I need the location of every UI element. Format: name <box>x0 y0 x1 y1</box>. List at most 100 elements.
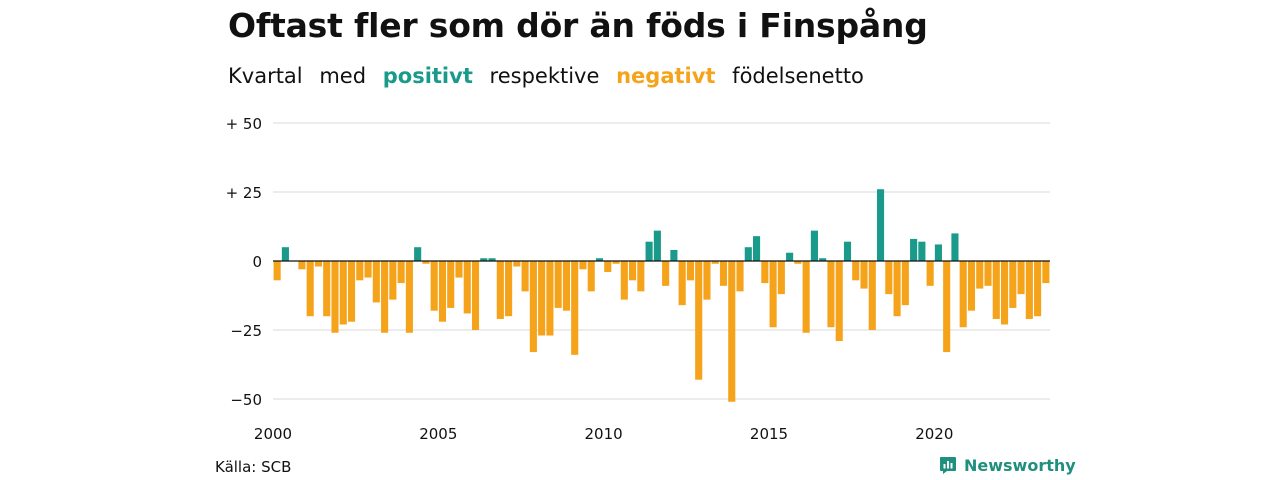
bar-2019Q4 <box>926 261 934 286</box>
bar-2001Q1 <box>306 261 314 317</box>
bar-2007Q3 <box>521 261 529 292</box>
bar-2005Q2 <box>447 261 455 308</box>
y-tick-label: −25 <box>230 322 262 340</box>
bar-2009Q1 <box>571 261 579 355</box>
bar-2008Q2 <box>546 261 554 336</box>
bar-2015Q3 <box>786 252 794 261</box>
bar-2008Q1 <box>538 261 546 336</box>
bar-2013Q1 <box>703 261 711 300</box>
bar-2022Q1 <box>1000 261 1009 325</box>
bar-2006Q2 <box>480 258 488 261</box>
y-tick-label: + 25 <box>226 184 262 202</box>
bar-2000Q4 <box>298 261 306 270</box>
bars <box>273 189 1050 402</box>
bar-2022Q2 <box>1009 261 1017 308</box>
bar-2010Q2 <box>612 261 620 264</box>
bar-2021Q4 <box>992 261 1000 319</box>
bar-2004Q4 <box>430 261 438 311</box>
subtitle-word: födelsenetto <box>732 64 864 88</box>
bar-2009Q2 <box>579 261 587 270</box>
gridlines <box>273 122 1050 400</box>
y-axis-labels: + 50 + 25 0 −25 −50 <box>226 115 262 409</box>
bar-2000Q2 <box>281 247 289 261</box>
bar-2007Q4 <box>529 261 537 353</box>
x-axis-labels: 2000 2005 2010 2015 2020 <box>254 425 953 443</box>
newsworthy-icon <box>940 457 956 474</box>
bar-2014Q2 <box>744 247 752 261</box>
bar-2004Q3 <box>422 261 430 264</box>
brand-logo: Newsworthy <box>938 455 1076 475</box>
bar-2003Q3 <box>389 261 397 300</box>
bar-2015Q2 <box>777 261 785 295</box>
y-tick-label: −50 <box>230 391 262 409</box>
bar-2002Q3 <box>356 261 364 281</box>
bar-2005Q3 <box>455 261 463 278</box>
bar-2014Q1 <box>736 261 744 292</box>
bar-2020Q4 <box>959 261 967 328</box>
bar-2008Q4 <box>562 261 570 311</box>
bar-2018Q1 <box>868 261 876 330</box>
bar-2017Q4 <box>860 261 868 289</box>
bar-2011Q2 <box>645 241 653 261</box>
bar-2016Q1 <box>802 261 810 333</box>
bar-2010Q4 <box>629 261 637 281</box>
x-tick-label: 2020 <box>915 425 953 443</box>
bar-2023Q2 <box>1042 261 1050 284</box>
bar-2012Q3 <box>686 261 694 281</box>
bar-2001Q3 <box>323 261 331 317</box>
y-tick-label: + 50 <box>226 115 262 133</box>
subtitle-negative: negativt <box>616 64 716 88</box>
bar-2017Q3 <box>852 261 860 281</box>
bar-2020Q2 <box>943 261 951 353</box>
bar-2005Q4 <box>463 261 471 314</box>
bar-2012Q2 <box>678 261 686 306</box>
subtitle-word: Kvartal <box>228 64 303 88</box>
bar-2019Q2 <box>910 238 918 261</box>
bar-2003Q1 <box>372 261 380 303</box>
bar-2011Q3 <box>653 230 661 261</box>
bar-2013Q2 <box>711 261 719 264</box>
bar-2017Q2 <box>843 241 852 261</box>
bar-2007Q1 <box>505 261 513 317</box>
bar-2006Q4 <box>496 261 504 319</box>
bar-2003Q4 <box>397 261 405 284</box>
chart-title: Oftast fler som dör än föds i Finspång <box>228 6 928 45</box>
subtitle-word: med <box>319 64 367 88</box>
bar-2002Q2 <box>347 261 356 322</box>
bar-2014Q4 <box>761 261 769 284</box>
bar-2011Q1 <box>637 261 645 292</box>
bar-2016Q4 <box>827 261 835 328</box>
bar-2004Q2 <box>414 247 422 261</box>
bar-2013Q3 <box>719 261 728 286</box>
bar-2009Q3 <box>587 261 595 292</box>
bar-2013Q4 <box>728 261 736 402</box>
bar-2002Q1 <box>339 261 347 325</box>
bar-2021Q2 <box>976 261 984 289</box>
bar-2021Q3 <box>984 261 992 286</box>
bar-2018Q4 <box>893 261 901 317</box>
bar-2001Q2 <box>314 261 323 267</box>
bar-2020Q3 <box>951 233 959 261</box>
bar-2001Q4 <box>331 261 339 333</box>
bar-2012Q4 <box>695 261 703 380</box>
x-tick-label: 2015 <box>750 425 788 443</box>
bar-2015Q4 <box>794 261 802 264</box>
bar-2008Q3 <box>554 261 562 308</box>
bar-2019Q1 <box>901 261 909 306</box>
bar-2016Q3 <box>819 258 827 261</box>
chart-subtitle: Kvartal med positivt respektive negativt… <box>228 64 874 88</box>
bar-2022Q3 <box>1017 261 1025 295</box>
bar-2019Q3 <box>918 241 926 261</box>
bar-2018Q3 <box>885 261 893 295</box>
bar-2014Q3 <box>753 236 761 261</box>
bar-2007Q2 <box>513 261 521 267</box>
bar-2003Q2 <box>381 261 389 333</box>
bar-2018Q2 <box>876 189 885 261</box>
x-tick-label: 2005 <box>419 425 457 443</box>
x-tick-label: 2000 <box>254 425 292 443</box>
bar-2015Q1 <box>769 261 777 328</box>
brand-name: Newsworthy <box>964 455 1076 475</box>
bar-2010Q1 <box>604 261 612 273</box>
bar-2000Q1 <box>273 261 281 281</box>
bar-2005Q1 <box>438 261 447 322</box>
